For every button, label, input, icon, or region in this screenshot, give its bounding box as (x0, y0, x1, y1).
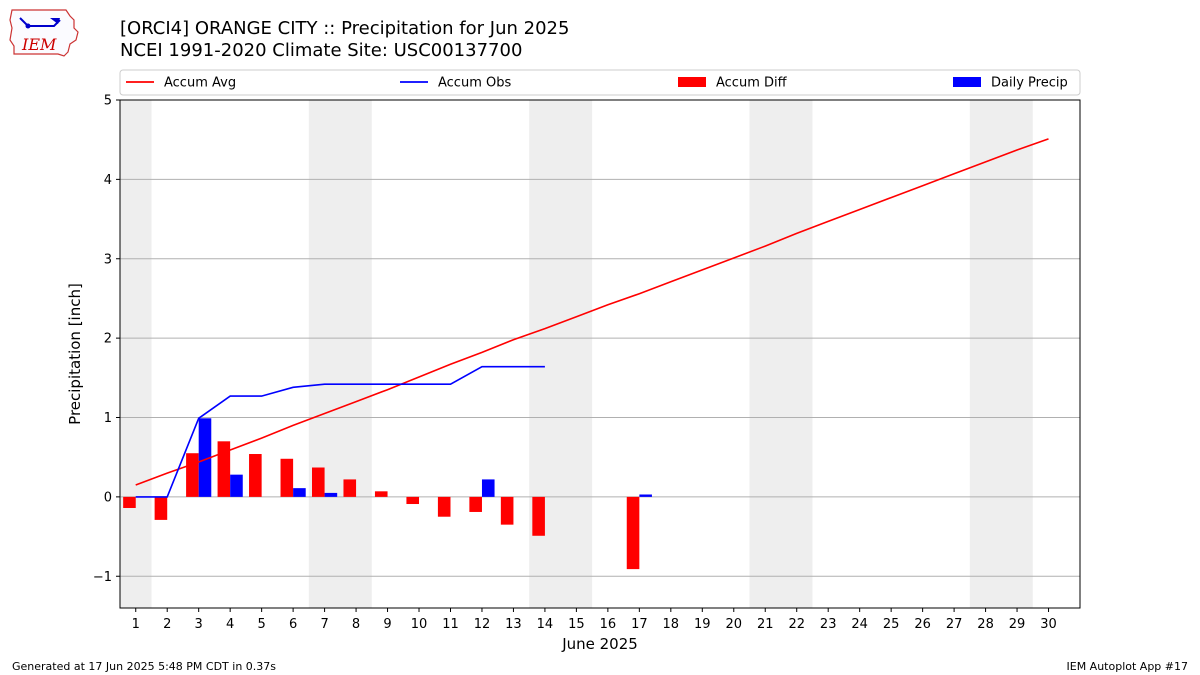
legend-label-accum-obs: Accum Obs (438, 76, 511, 91)
accum-diff-bar (280, 458, 294, 497)
y-tick-label: 2 (104, 332, 112, 347)
accum-diff-bar (532, 496, 545, 536)
y-tick-label: 3 (104, 252, 112, 267)
x-tick-label: 13 (505, 617, 522, 632)
y-tick-label: −1 (93, 570, 112, 585)
accum-diff-bar (217, 441, 231, 497)
y-axis-label: Precipitation [inch] (66, 283, 84, 425)
x-tick-label: 23 (820, 617, 837, 632)
daily-precip-bar (230, 474, 243, 497)
accum-diff-bar (249, 454, 262, 497)
accum-diff-bar (186, 453, 199, 497)
accum-diff-bar (469, 496, 482, 512)
app-credit: IEM Autoplot App #17 (1066, 660, 1189, 673)
x-tick-label: 14 (537, 617, 554, 632)
daily-precip-bar (639, 494, 652, 497)
accum-obs-line (135, 365, 545, 498)
weekend-band (120, 100, 152, 608)
legend-swatch-accum-diff (678, 77, 706, 87)
y-tick-label: 1 (104, 411, 112, 426)
accum-diff-bar (437, 496, 451, 517)
x-tick-label: 19 (694, 617, 711, 632)
x-tick-label: 16 (600, 617, 617, 632)
x-axis-label: June 2025 (561, 635, 638, 653)
x-tick-label: 4 (226, 617, 234, 632)
accum-diff-bar (374, 491, 388, 497)
legend-box (119, 69, 1081, 96)
x-tick-label: 11 (442, 617, 459, 632)
x-tick-label: 30 (1040, 617, 1057, 632)
plot-frame (119, 99, 1081, 609)
accum-diff-bar (123, 496, 136, 508)
x-tick-label: 12 (474, 617, 491, 632)
x-tick-label: 9 (383, 617, 391, 632)
generated-timestamp: Generated at 17 Jun 2025 5:48 PM CDT in … (12, 660, 277, 673)
accum-diff-bar (406, 496, 420, 505)
x-tick-label: 2 (163, 617, 171, 632)
x-tick-label: 28 (977, 617, 994, 632)
weekend-band (969, 100, 1033, 608)
y-tick-label: 4 (104, 173, 112, 188)
accum-avg-line (135, 138, 1049, 486)
accum-diff-bar (626, 496, 640, 570)
x-tick-label: 26 (914, 617, 931, 632)
weekend-band (308, 100, 372, 608)
legend-swatch-daily-precip (953, 77, 981, 87)
y-tick-label: 0 (104, 490, 112, 505)
legend-label-daily-precip: Daily Precip (991, 76, 1068, 91)
accum-diff-bar (500, 496, 514, 525)
x-tick-label: 24 (851, 617, 868, 632)
legend-label-accum-diff: Accum Diff (716, 76, 788, 91)
accum-diff-bar (312, 467, 325, 497)
y-tick-label: 5 (104, 94, 112, 109)
daily-precip-bar (198, 418, 212, 497)
accum-diff-bar (154, 496, 168, 520)
logo-text: IEM (21, 35, 57, 54)
legend-label-accum-avg: Accum Avg (164, 76, 236, 91)
x-tick-label: 27 (946, 617, 963, 632)
chart-subtitle: NCEI 1991-2020 Climate Site: USC00137700 (120, 40, 523, 61)
iem-logo: IEM (8, 6, 82, 64)
daily-precip-bar (324, 492, 338, 497)
daily-precip-bar (481, 479, 495, 497)
x-tick-label: 3 (195, 617, 203, 632)
x-tick-label: 5 (257, 617, 265, 632)
chart-title: [ORCI4] ORANGE CITY :: Precipitation for… (120, 18, 570, 39)
weekend-band (749, 100, 813, 608)
x-tick-label: 21 (757, 617, 774, 632)
x-tick-label: 22 (788, 617, 805, 632)
x-tick-label: 8 (352, 617, 360, 632)
x-tick-label: 17 (631, 617, 648, 632)
daily-precip-bar (293, 488, 306, 497)
x-tick-label: 1 (132, 617, 140, 632)
x-tick-label: 10 (411, 617, 428, 632)
x-tick-label: 20 (725, 617, 742, 632)
x-tick-label: 6 (289, 617, 297, 632)
x-tick-label: 15 (568, 617, 585, 632)
x-tick-label: 29 (1009, 617, 1026, 632)
x-tick-label: 18 (663, 617, 680, 632)
x-tick-label: 25 (883, 617, 900, 632)
x-tick-label: 7 (320, 617, 328, 632)
legend: Accum Avg Accum Obs Accum Diff Daily Precip (119, 69, 1081, 96)
accum-diff-bar (343, 479, 357, 497)
